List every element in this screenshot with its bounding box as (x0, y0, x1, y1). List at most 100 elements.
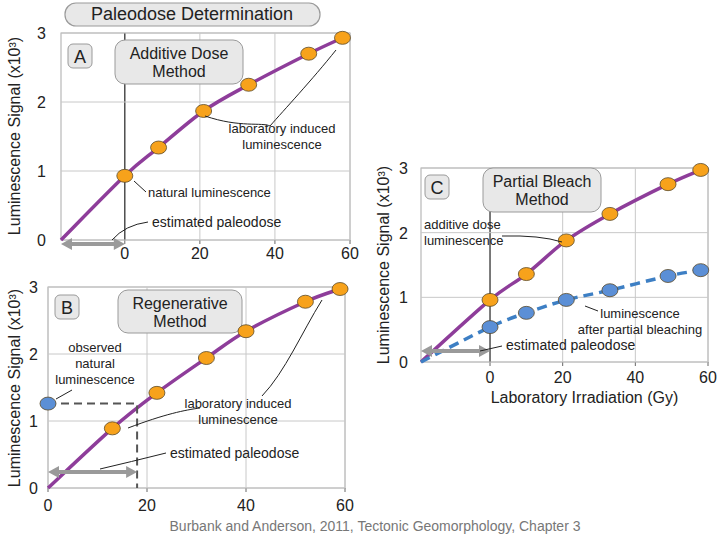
paleodose-arrow (48, 466, 137, 478)
paleodose-label: estimated paleodose (170, 445, 299, 461)
arrow-head (126, 466, 137, 478)
data-point (334, 31, 350, 44)
data-group (61, 31, 350, 240)
x-axis-label: Laboratory Irradiation (Gy) (491, 389, 679, 406)
y-tick-label: 0 (37, 232, 46, 249)
x-tick (274, 240, 275, 244)
annotation: luminescenceafter partial bleaching (578, 306, 702, 337)
x-tick (345, 488, 346, 492)
x-tick-label: 0 (486, 369, 495, 386)
annotation-leader (205, 50, 336, 126)
y-tick-label: 2 (37, 94, 46, 111)
x-grid-line (350, 33, 351, 240)
y-grid-line (61, 171, 350, 172)
fit-curve (48, 289, 340, 488)
data-point (104, 422, 120, 435)
x-tick-label: 40 (626, 369, 644, 386)
x-tick-label: 0 (44, 497, 53, 514)
x-tick (490, 362, 491, 366)
annotation-leader (112, 222, 148, 240)
data-group (421, 163, 709, 362)
annotation-leader (128, 300, 322, 428)
panel-title: Partial BleachMethod (493, 173, 592, 208)
panel-title: RegenerativeMethod (132, 295, 227, 330)
source-note: Burbank and Anderson, 2011, Tectonic Geo… (170, 518, 581, 534)
data-point (602, 284, 618, 297)
x-tick (124, 240, 125, 244)
arrow-head (421, 345, 432, 357)
data-point (40, 397, 56, 410)
panel-letter: C (431, 178, 444, 198)
x-tick (635, 362, 636, 366)
x-tick-label: 20 (138, 497, 156, 514)
data-point (332, 283, 348, 296)
y-grid-line (48, 488, 345, 489)
y-tick-label: 1 (29, 413, 38, 430)
data-point (660, 178, 676, 191)
panel: 02040600123Luminescence Signal (x10³)BRe… (6, 279, 354, 514)
data-point (301, 47, 317, 60)
y-tick-label: 0 (399, 354, 408, 371)
y-grid-line (48, 287, 345, 288)
annotation: observednaturalluminescence (55, 340, 135, 387)
arrow-shaft (56, 470, 129, 474)
x-tick (199, 240, 200, 244)
panel-title: Additive DoseMethod (130, 45, 229, 80)
x-tick-label: 40 (237, 497, 255, 514)
data-point (151, 141, 167, 154)
regeneration-guide (48, 404, 137, 488)
data-point (149, 386, 165, 399)
annotation-leader (134, 181, 146, 192)
y-axis-label: Luminescence Signal (x10³) (6, 289, 23, 487)
paleodose-arrow (421, 345, 490, 357)
data-point (660, 269, 676, 282)
y-tick-label: 2 (29, 346, 38, 363)
fit-curve (421, 270, 701, 362)
x-tick-label: 60 (336, 497, 354, 514)
data-point (518, 306, 534, 319)
y-tick-label: 1 (399, 289, 408, 306)
data-point (558, 234, 574, 247)
data-point (693, 163, 709, 176)
data-point (518, 268, 534, 281)
arrow-shaft (69, 242, 117, 246)
annotation-leader (502, 236, 562, 242)
y-grid-line (48, 421, 345, 422)
title-box (115, 40, 243, 84)
panel-letter-box (68, 44, 92, 68)
title-box (118, 290, 242, 333)
x-grid-line (708, 168, 709, 362)
x-grid-line (48, 287, 49, 488)
panel-letter: B (61, 298, 73, 318)
x-tick (350, 240, 351, 244)
y-grid-line (421, 362, 708, 363)
x-tick (562, 362, 563, 366)
annotation-leader (100, 453, 166, 469)
data-group (40, 283, 348, 488)
annotation-leader (585, 306, 598, 311)
paleodose-label: estimated paleodose (506, 337, 635, 353)
y-tick-label: 3 (29, 279, 38, 296)
arrow-head (48, 466, 59, 478)
annotation-leader (480, 346, 502, 351)
x-tick-label: 0 (120, 245, 129, 262)
panel: 02040600123Luminescence Signal (x10³)Lab… (375, 160, 717, 406)
y-tick-label: 1 (37, 163, 46, 180)
y-axis-label: Luminescence Signal (x10³) (375, 166, 392, 364)
data-point (297, 295, 313, 308)
data-point (693, 264, 709, 277)
annotation: natural luminescence (148, 185, 271, 200)
plot-frame (61, 33, 350, 240)
x-tick (48, 488, 49, 492)
panel-letter-box (55, 295, 79, 319)
panel-letter-box (425, 175, 449, 199)
arrow-head (61, 238, 72, 250)
figure: Paleodose Determination02040600123Lumine… (0, 0, 720, 540)
panel: 02040600123Luminescence Signal (x10³)AAd… (6, 25, 359, 262)
x-tick (708, 362, 709, 366)
data-point (482, 293, 498, 306)
y-tick-label: 3 (37, 25, 46, 42)
data-point (482, 321, 498, 334)
data-point (196, 104, 212, 117)
arrow-shaft (429, 349, 482, 353)
